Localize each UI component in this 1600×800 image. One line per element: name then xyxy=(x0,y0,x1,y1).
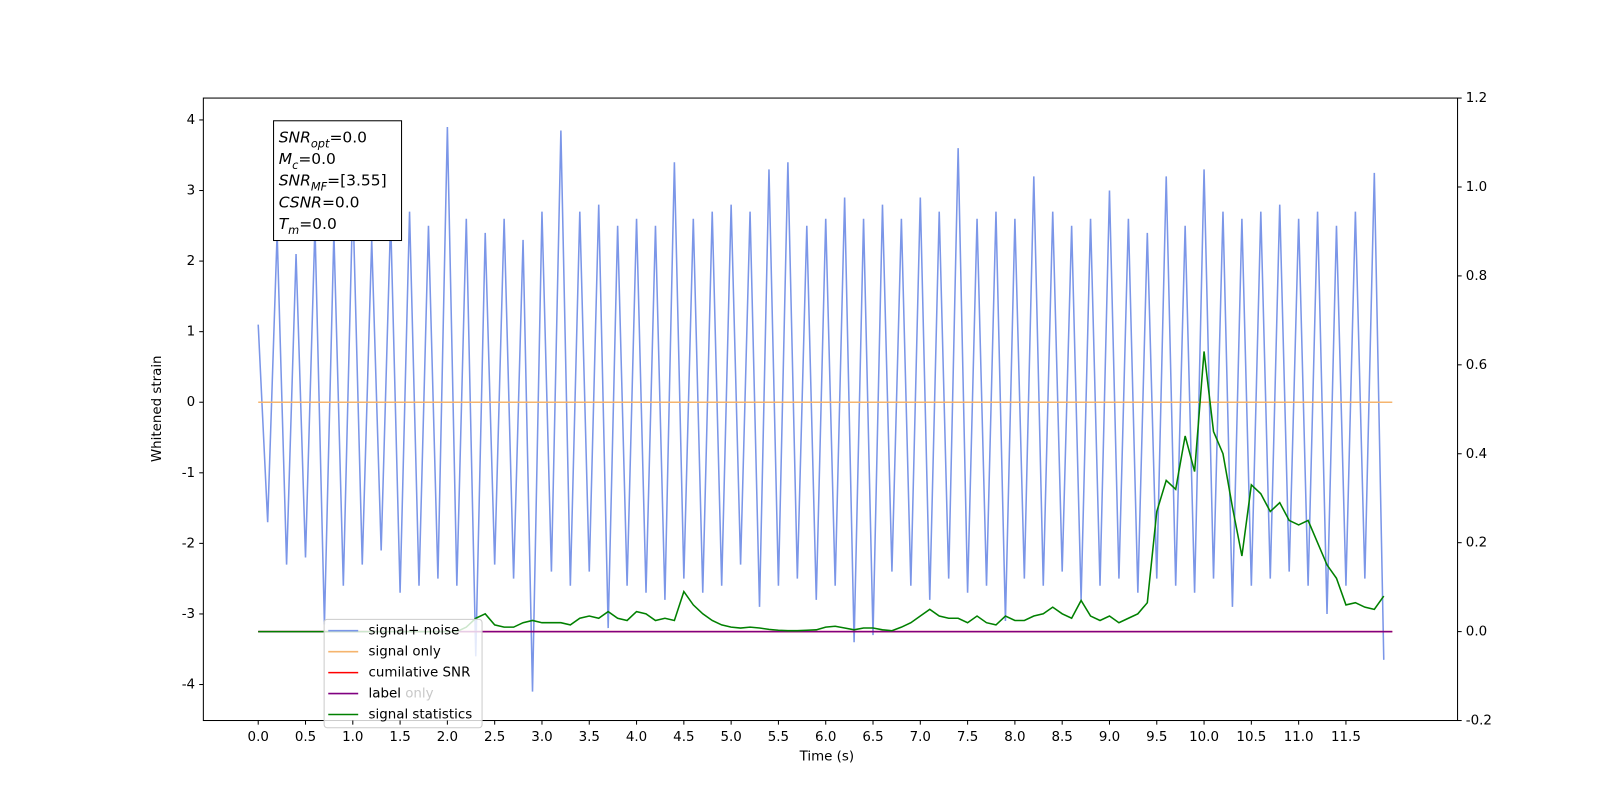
x-tick-label: 9.5 xyxy=(1146,730,1167,745)
x-tick-label: 6.5 xyxy=(862,730,883,745)
y-tick-label: -1 xyxy=(182,466,195,481)
legend-overlap-text: label only xyxy=(369,687,434,702)
y-tick-label: -4 xyxy=(182,678,195,693)
annotation-sub: MF xyxy=(311,180,328,194)
legend-box xyxy=(323,618,483,729)
y2-tick-label: 0.8 xyxy=(1466,269,1487,284)
x-tick-label: 5.0 xyxy=(720,730,741,745)
annotation-sub: m xyxy=(288,223,299,237)
x-tick-label: 8.0 xyxy=(1004,730,1025,745)
x-tick-label: 9.0 xyxy=(1099,730,1120,745)
plot-area xyxy=(257,126,1393,692)
x-tick-label: 8.5 xyxy=(1052,730,1073,745)
annotation-base: T xyxy=(279,215,290,233)
annotation-base: CSNR xyxy=(279,193,322,211)
x-tick-label: 11.5 xyxy=(1331,730,1361,745)
x-tick-label: 2.0 xyxy=(437,730,458,745)
y-tick-label: 2 xyxy=(187,254,196,269)
y2-tick-label: 0.4 xyxy=(1466,447,1487,462)
legend-label: signal+ noise xyxy=(369,624,460,639)
y2-tick-label: 0.6 xyxy=(1466,358,1487,373)
x-tick-label: 4.0 xyxy=(626,730,647,745)
annotation-box xyxy=(273,120,403,242)
x-tick-label: 10.5 xyxy=(1236,730,1266,745)
legend-label: cumilative SNR xyxy=(369,666,471,681)
x-tick-label: 10.0 xyxy=(1189,730,1219,745)
annotation-line: Mc=0.0 xyxy=(279,149,336,172)
y2-tick-label: -0.2 xyxy=(1466,714,1492,729)
y-axis-label: Whitened strain xyxy=(150,355,165,462)
annotation-base: SNR xyxy=(279,171,311,189)
annotation-line: CSNR=0.0 xyxy=(279,193,360,211)
y-tick-label: 4 xyxy=(187,113,196,128)
x-tick-label: 7.5 xyxy=(957,730,978,745)
y-tick-label: -3 xyxy=(182,607,195,622)
annotation-line: SNRopt=0.0 xyxy=(279,128,367,151)
annotation-rest: =[3.55] xyxy=(327,171,386,189)
x-tick-label: 0.5 xyxy=(295,730,316,745)
x-tick-label: 4.5 xyxy=(673,730,694,745)
x-tick-label: 3.0 xyxy=(531,730,552,745)
annotation-line: SNRMF=[3.55] xyxy=(279,171,387,194)
legend-label: signal statistics xyxy=(369,708,473,723)
x-tick-label: 0.0 xyxy=(248,730,269,745)
annotation-base: SNR xyxy=(279,128,311,146)
y2-tick-label: 0.0 xyxy=(1466,625,1487,640)
annotation-line: Tm=0.0 xyxy=(279,215,337,238)
y-tick-label: 0 xyxy=(187,395,196,410)
x-tick-label: 5.5 xyxy=(768,730,789,745)
y2-tick-label: 0.2 xyxy=(1466,536,1487,551)
y-tick-label: -2 xyxy=(182,536,195,551)
x-tick-label: 6.0 xyxy=(815,730,836,745)
x-tick-label: 1.0 xyxy=(342,730,363,745)
annotation-base: M xyxy=(279,149,292,167)
annotation-rest: =0.0 xyxy=(329,128,367,146)
series-line xyxy=(257,126,1385,692)
y-tick-label: 1 xyxy=(187,325,196,340)
x-axis-label: Time (s) xyxy=(799,750,855,765)
annotation-rest: =0.0 xyxy=(299,215,337,233)
x-tick-label: 3.5 xyxy=(579,730,600,745)
y2-tick-label: 1.2 xyxy=(1466,91,1487,106)
axes-frame xyxy=(202,97,1459,722)
x-tick-label: 7.0 xyxy=(910,730,931,745)
y2-tick-label: 1.0 xyxy=(1466,180,1487,195)
annotation-sub: opt xyxy=(311,136,330,150)
annotation-sub: c xyxy=(292,158,299,172)
x-tick-label: 2.5 xyxy=(484,730,505,745)
x-tick-label: 1.5 xyxy=(389,730,410,745)
legend-label: label xyxy=(369,687,401,702)
y-tick-label: 3 xyxy=(187,184,196,199)
annotation-rest: =0.0 xyxy=(322,193,360,211)
legend-label: signal only xyxy=(369,645,441,660)
x-tick-label: 11.0 xyxy=(1284,730,1314,745)
overlay: SNRopt=0.0Mc=0.0SNRMF=[3.55]CSNR=0.0Tm=0… xyxy=(273,120,483,729)
annotation-rest: =0.0 xyxy=(298,149,336,167)
